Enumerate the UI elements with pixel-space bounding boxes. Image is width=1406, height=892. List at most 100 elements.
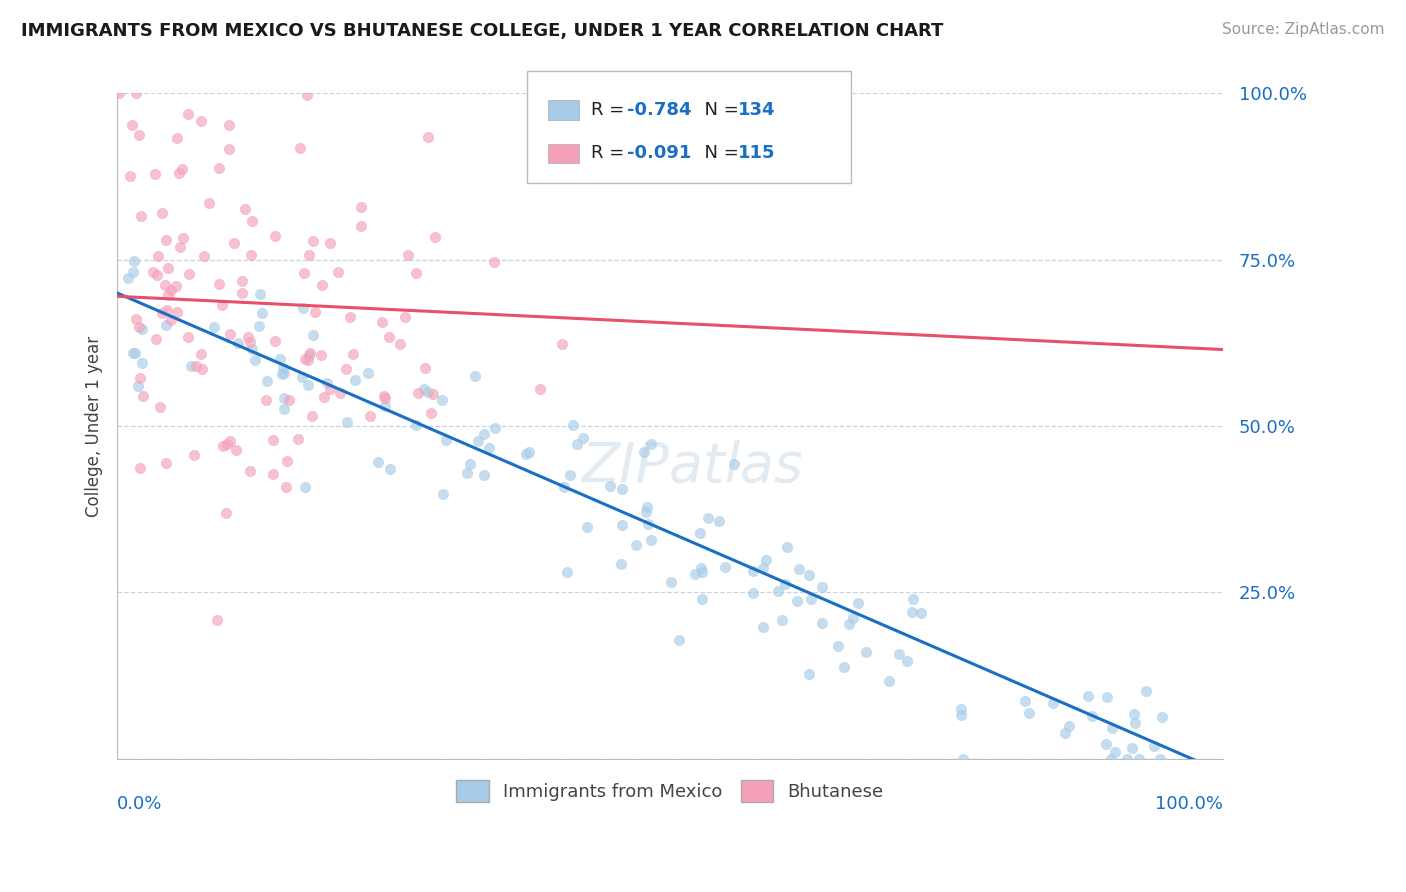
Point — [269, 351, 291, 366]
Point — [250, 306, 273, 320]
Point — [122, 253, 145, 268]
Point — [408, 386, 430, 401]
Point — [787, 562, 810, 576]
Point — [198, 196, 221, 211]
Point — [302, 328, 325, 343]
Point — [558, 467, 581, 482]
Point — [543, 138, 565, 153]
Point — [273, 391, 295, 405]
Point — [709, 514, 731, 528]
Point — [336, 415, 359, 429]
Point — [167, 166, 190, 180]
Point — [150, 306, 173, 320]
Point — [298, 348, 321, 362]
Point — [846, 596, 869, 610]
Point — [1149, 751, 1171, 765]
Point — [690, 566, 713, 580]
Point — [117, 271, 139, 285]
Point — [311, 277, 333, 292]
Point — [1150, 710, 1173, 724]
Point — [374, 400, 396, 414]
Text: Source: ZipAtlas.com: Source: ZipAtlas.com — [1222, 22, 1385, 37]
Point — [637, 516, 659, 531]
Point — [636, 504, 658, 518]
Point — [529, 382, 551, 396]
Point — [1123, 707, 1146, 722]
Point — [131, 356, 153, 370]
Point — [231, 274, 253, 288]
Text: R =: R = — [591, 145, 630, 162]
Point — [208, 277, 231, 292]
Point — [413, 382, 436, 396]
Point — [276, 454, 298, 468]
Point — [290, 369, 312, 384]
Point — [458, 457, 481, 471]
Point — [155, 233, 177, 247]
Text: IMMIGRANTS FROM MEXICO VS BHUTANESE COLLEGE, UNDER 1 YEAR CORRELATION CHART: IMMIGRANTS FROM MEXICO VS BHUTANESE COLL… — [21, 22, 943, 40]
Point — [312, 390, 335, 404]
Point — [215, 437, 238, 451]
Point — [405, 417, 427, 432]
Point — [776, 540, 799, 554]
Point — [155, 456, 177, 470]
Point — [797, 666, 820, 681]
Point — [222, 236, 245, 251]
Point — [225, 442, 247, 457]
Point — [394, 310, 416, 325]
Point — [301, 234, 323, 248]
Point — [180, 359, 202, 373]
Point — [176, 106, 198, 120]
Point — [1081, 709, 1104, 723]
Text: -0.091: -0.091 — [627, 145, 692, 162]
Text: R =: R = — [591, 101, 630, 119]
Point — [240, 248, 263, 262]
Point — [773, 577, 796, 591]
Point — [155, 277, 177, 292]
Point — [350, 219, 373, 233]
Point — [752, 619, 775, 633]
Point — [218, 118, 240, 132]
Point — [952, 752, 974, 766]
Point — [373, 388, 395, 402]
Point — [127, 379, 149, 393]
Point — [273, 366, 295, 380]
Point — [239, 335, 262, 350]
Point — [832, 659, 855, 673]
Point — [659, 575, 682, 590]
Point — [212, 439, 235, 453]
Point — [215, 506, 238, 520]
Point — [555, 565, 578, 579]
Text: 100.0%: 100.0% — [1154, 796, 1223, 814]
Point — [292, 266, 315, 280]
Point — [263, 334, 285, 348]
Text: ZIPatlas: ZIPatlas — [581, 440, 803, 492]
Point — [146, 249, 169, 263]
Point — [416, 384, 439, 399]
Point — [129, 371, 152, 385]
Point — [343, 373, 366, 387]
Point — [1135, 683, 1157, 698]
Point — [177, 330, 200, 344]
Point — [811, 615, 834, 630]
Point — [121, 118, 143, 132]
Point — [191, 362, 214, 376]
Point — [236, 330, 259, 344]
Point — [329, 386, 352, 401]
Point — [156, 288, 179, 302]
Point — [1116, 752, 1139, 766]
Point — [240, 342, 263, 356]
Point — [231, 285, 253, 300]
Point — [367, 455, 389, 469]
Point — [170, 161, 193, 176]
Point — [172, 231, 194, 245]
Point — [519, 445, 541, 459]
Point — [211, 297, 233, 311]
Point — [359, 409, 381, 423]
Point — [405, 266, 427, 280]
Point — [247, 318, 270, 333]
Point — [1095, 737, 1118, 751]
Point — [1104, 746, 1126, 760]
Text: -0.784: -0.784 — [627, 101, 692, 119]
Point — [287, 433, 309, 447]
Point — [624, 538, 647, 552]
